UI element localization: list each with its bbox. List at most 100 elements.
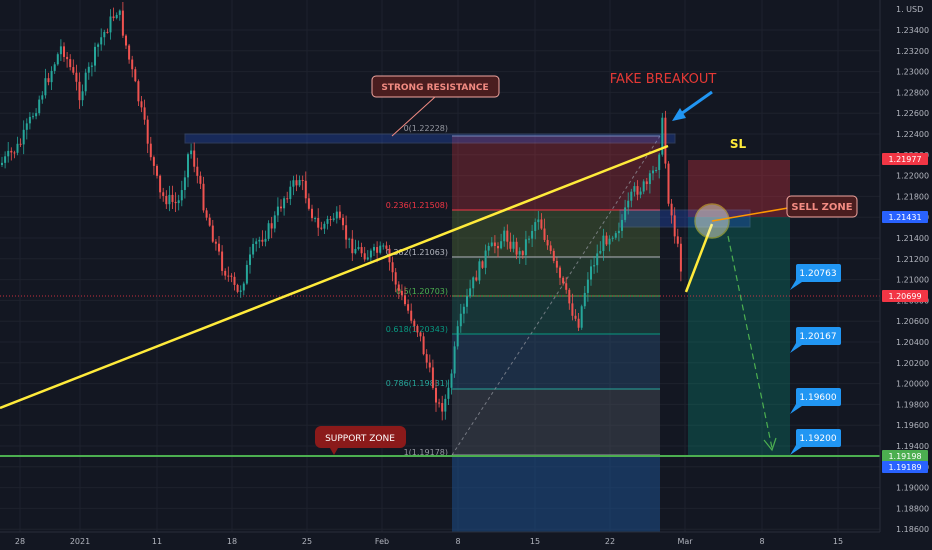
x-tick-label: 28	[15, 537, 25, 546]
y-tick-label: 1.21800	[896, 192, 929, 201]
candle	[63, 42, 65, 62]
fib-label-05: 0.5(1.20703)	[396, 287, 448, 296]
candle	[614, 230, 617, 240]
candle	[44, 68, 47, 99]
candle	[562, 276, 565, 286]
candle	[416, 324, 419, 338]
candle	[202, 176, 205, 213]
y-tick-label: 1.19600	[896, 421, 929, 430]
price-tag: 1.19189	[882, 461, 928, 473]
candle	[47, 72, 50, 86]
candle	[97, 42, 100, 57]
candle	[391, 256, 394, 282]
candle	[258, 236, 261, 249]
candle	[193, 142, 196, 173]
svg-text:1.19600: 1.19600	[799, 393, 836, 403]
candle	[249, 246, 251, 274]
candle	[400, 284, 403, 301]
sell-zone-label: SELL ZONE	[786, 195, 858, 218]
candle	[369, 248, 372, 262]
svg-text:1.19198: 1.19198	[888, 452, 921, 461]
candle	[636, 180, 639, 201]
candle	[549, 241, 552, 255]
candle	[13, 150, 16, 159]
candle	[431, 359, 434, 390]
x-tick-label: 15	[833, 537, 843, 546]
candle	[528, 235, 530, 244]
candle	[66, 51, 69, 68]
candle	[571, 293, 574, 321]
candle	[211, 219, 214, 243]
candle	[214, 239, 217, 251]
svg-text:1.21431: 1.21431	[888, 213, 921, 222]
y-tick-label: 1.23000	[896, 68, 929, 77]
candle	[22, 120, 25, 155]
currency-label: 1. USD	[896, 5, 923, 14]
candle	[25, 118, 28, 140]
svg-text:1.21977: 1.21977	[888, 155, 921, 164]
price-tag: 1.21977	[882, 153, 928, 165]
candle	[459, 303, 462, 333]
candle	[342, 214, 344, 231]
candle	[425, 349, 428, 369]
candle	[617, 222, 620, 242]
candle	[450, 369, 453, 395]
candle	[394, 268, 397, 293]
candle	[270, 216, 273, 239]
candle	[59, 39, 62, 62]
candle	[490, 237, 493, 248]
candle	[348, 237, 351, 249]
candle	[676, 228, 679, 248]
candle	[583, 286, 586, 310]
candle	[509, 232, 512, 252]
y-tick-label: 1.23400	[896, 26, 929, 35]
candle	[261, 230, 264, 247]
candle	[146, 115, 149, 154]
candle	[605, 232, 608, 246]
y-tick-label: 1.22600	[896, 109, 929, 118]
candle	[267, 220, 270, 242]
candle	[298, 175, 301, 188]
candle	[38, 95, 41, 116]
time-axis[interactable]: 28 2021 11 18 25 Feb 8 15 22 Mar 8 15	[0, 531, 932, 550]
x-tick-label: 18	[227, 537, 237, 546]
price-tag: 1.19198	[882, 450, 928, 462]
x-tick-label: 25	[302, 537, 312, 546]
trendline	[0, 144, 669, 410]
candle	[568, 288, 571, 310]
x-tick-label: 15	[530, 537, 540, 546]
candle	[469, 279, 472, 299]
fib-label-1: 1(1.19178)	[404, 448, 448, 457]
candle	[280, 199, 282, 212]
candle	[121, 2, 124, 38]
candle	[456, 320, 459, 350]
grid	[0, 0, 880, 532]
candle	[143, 99, 146, 125]
candle	[103, 29, 106, 46]
candle	[190, 143, 193, 159]
candle	[481, 260, 484, 270]
candle	[174, 192, 177, 213]
price-axis[interactable]: 1.23400 1.23200 1.23000 1.22800 1.22600 1.224…	[879, 0, 932, 550]
candle	[515, 237, 518, 260]
candle	[543, 218, 546, 242]
candle	[245, 260, 248, 285]
candle	[159, 174, 162, 199]
candle	[655, 167, 658, 173]
candle	[125, 34, 127, 50]
y-tick-label: 1.22400	[896, 130, 929, 139]
candle	[131, 55, 134, 78]
candle	[363, 246, 366, 262]
candle	[50, 66, 53, 90]
candle	[466, 288, 468, 314]
candle	[221, 245, 224, 276]
y-tick-label: 1.20600	[896, 317, 929, 326]
candle	[255, 238, 258, 252]
fib-label-0382: 0.382(1.21063)	[386, 248, 448, 257]
candle	[128, 43, 131, 64]
candle	[534, 218, 537, 240]
candle	[652, 165, 654, 181]
candle	[183, 170, 186, 199]
target-4: 1.19200	[790, 429, 841, 455]
candle	[546, 234, 549, 250]
